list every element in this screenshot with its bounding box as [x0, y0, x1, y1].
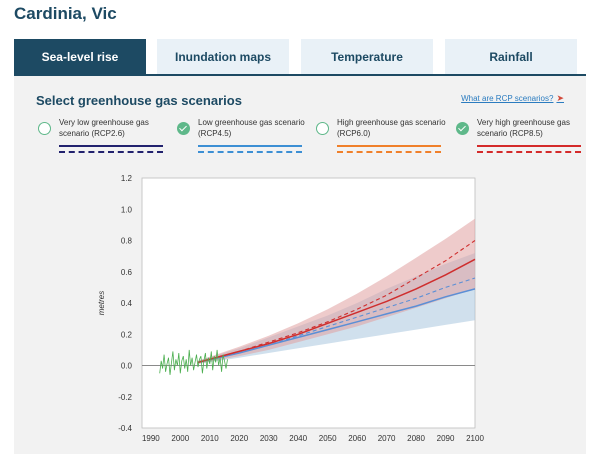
y-tick-label: 1.2: [121, 174, 133, 183]
rcp-link-text: What are RCP scenarios?: [461, 94, 554, 103]
scenario-panel: Select greenhouse gas scenarios What are…: [14, 76, 586, 454]
y-tick-label: -0.2: [118, 393, 132, 402]
y-tick-label: 0.8: [121, 237, 133, 246]
y-tick-label: 0.0: [121, 362, 133, 371]
scenario-label: Very high greenhouse gas scenario (RCP8.…: [477, 118, 570, 138]
rcp-scenarios-link[interactable]: What are RCP scenarios? ➤: [461, 93, 564, 104]
solid-line-swatch: [198, 145, 302, 147]
tab-sea-level-rise[interactable]: Sea-level rise: [14, 39, 146, 75]
dashed-line-swatch: [337, 151, 441, 153]
x-tick-label: 2050: [319, 434, 337, 443]
solid-line-swatch: [477, 145, 581, 147]
x-tick-label: 2090: [437, 434, 455, 443]
x-tick-label: 2040: [289, 434, 307, 443]
x-tick-label: 2060: [348, 434, 366, 443]
x-tick-label: 2030: [260, 434, 278, 443]
tab-underline: [14, 74, 586, 76]
scenario-rcp85[interactable]: Very high greenhouse gas scenario (RCP8.…: [456, 118, 581, 158]
median-line-rcp85: [197, 258, 476, 364]
dashed-line-swatch: [59, 151, 163, 153]
x-tick-label: 2010: [201, 434, 219, 443]
checkbox-icon[interactable]: [38, 122, 51, 135]
tab-bar: Sea-level rise Inundation maps Temperatu…: [14, 39, 586, 76]
x-tick-label: 2100: [466, 434, 484, 443]
y-axis-label: metres: [97, 291, 106, 315]
x-tick-label: 2080: [407, 434, 425, 443]
x-tick-label: 2020: [230, 434, 248, 443]
scenario-rcp60[interactable]: High greenhouse gas scenario (RCP6.0): [316, 118, 446, 158]
dashed-line-swatch: [477, 151, 581, 153]
y-tick-label: 0.2: [121, 330, 133, 339]
y-tick-label: 0.6: [121, 268, 133, 277]
solid-line-swatch: [337, 145, 441, 147]
x-tick-label: 1990: [142, 434, 160, 443]
tab-rainfall[interactable]: Rainfall: [445, 39, 577, 75]
y-tick-label: 0.4: [121, 299, 133, 308]
x-tick-label: 2070: [378, 434, 396, 443]
observed-line: [159, 349, 228, 375]
scenario-label: Low greenhouse gas scenario (RCP4.5): [198, 118, 305, 138]
scenario-label: Very low greenhouse gas scenario (RCP2.6…: [59, 118, 149, 138]
scenario-rcp45[interactable]: Low greenhouse gas scenario (RCP4.5): [177, 118, 305, 158]
solid-line-swatch: [59, 145, 163, 147]
y-tick-label: -0.4: [118, 424, 132, 433]
x-tick-label: 2000: [171, 434, 189, 443]
tab-inundation-maps[interactable]: Inundation maps: [157, 39, 289, 75]
page-title: Cardinia, Vic: [14, 4, 117, 23]
checkbox-icon[interactable]: [456, 122, 469, 135]
dashed-line-rcp85: [197, 240, 476, 363]
y-tick-label: 1.0: [121, 205, 133, 214]
share-icon: ➤: [556, 93, 564, 103]
scenario-rcp26[interactable]: Very low greenhouse gas scenario (RCP2.6…: [38, 118, 163, 158]
checkbox-icon[interactable]: [316, 122, 329, 135]
dashed-line-rcp45: [197, 277, 476, 363]
dashed-line-swatch: [198, 151, 302, 153]
section-title: Select greenhouse gas scenarios: [36, 93, 242, 108]
scenario-label: High greenhouse gas scenario (RCP6.0): [337, 118, 446, 138]
uncertainty-band-rcp85: [198, 218, 475, 364]
checkbox-icon[interactable]: [177, 122, 190, 135]
tab-temperature[interactable]: Temperature: [301, 39, 433, 75]
